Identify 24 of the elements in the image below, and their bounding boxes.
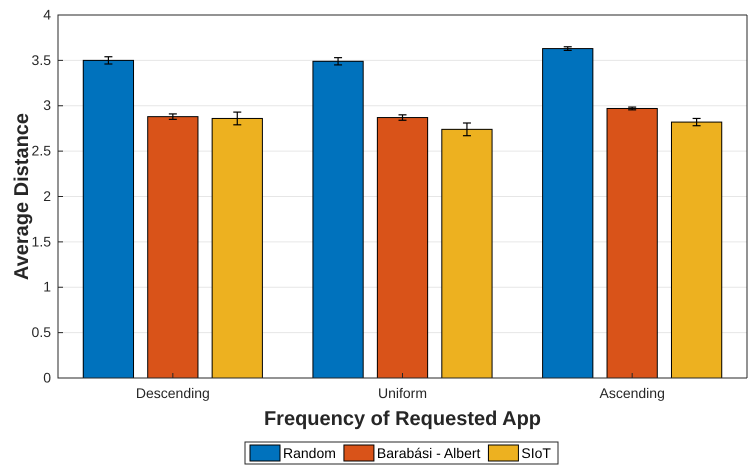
- y-tick-label: 3: [43, 97, 52, 114]
- y-tick-label: 4: [43, 6, 52, 22]
- x-tick-label: Descending: [136, 384, 210, 401]
- y-tick-label: 0: [43, 369, 52, 386]
- bar: [670, 122, 722, 378]
- bar: [147, 116, 198, 378]
- x-axis-title: Frequency of Requested App: [264, 408, 542, 430]
- bar: [542, 48, 594, 378]
- legend-label: Barabási - Albert: [376, 445, 481, 461]
- bar: [312, 60, 364, 378]
- y-tick-label: 0.5: [32, 324, 52, 340]
- bar: [82, 60, 134, 378]
- y-tick-label: 1.5: [32, 233, 52, 250]
- bar: [606, 108, 658, 378]
- bar: [376, 117, 428, 378]
- y-axis-title: Average Distance: [11, 112, 33, 280]
- legend-label: Random: [283, 445, 336, 461]
- y-tick-label: 3.5: [32, 52, 52, 68]
- y-tick-label: 2: [43, 188, 52, 204]
- y-tick-label: 2.5: [32, 142, 52, 159]
- x-tick-label: Ascending: [599, 384, 665, 401]
- y-tick-label: 1: [43, 278, 52, 295]
- legend-label: SIoT: [521, 445, 552, 461]
- x-tick-label: Uniform: [378, 384, 428, 401]
